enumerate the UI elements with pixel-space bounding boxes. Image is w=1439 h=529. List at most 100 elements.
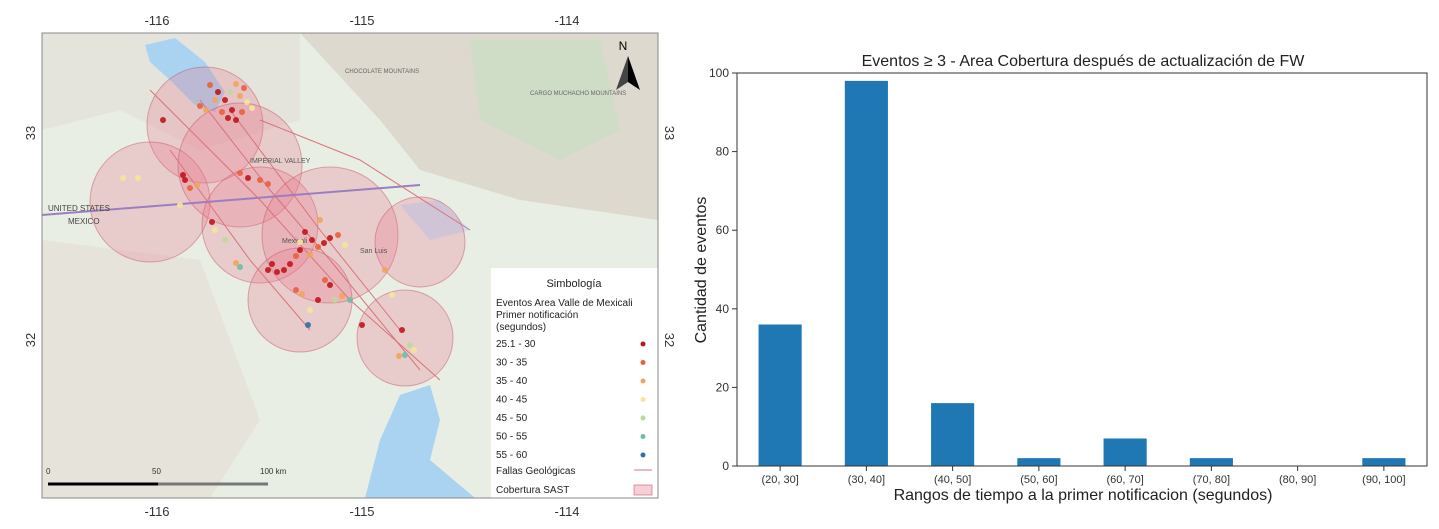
event-point [293, 253, 299, 259]
top-tick: -116 [144, 13, 169, 28]
bar [1362, 458, 1406, 466]
event-point [225, 115, 231, 121]
event-point [347, 297, 353, 303]
event-point [281, 267, 287, 273]
x-tick-label: (30, 40] [848, 474, 885, 486]
x-tick-label: (40, 50] [934, 474, 971, 486]
event-point [233, 117, 239, 123]
x-tick-label: (20, 30] [761, 474, 798, 486]
event-point [315, 244, 321, 250]
event-point [215, 89, 221, 95]
top-tick: -114 [554, 13, 579, 28]
international-border [41, 184, 421, 216]
legend-item-label: 45 - 50 [496, 413, 528, 424]
event-point [241, 85, 247, 91]
legend-item-swatch [640, 397, 646, 402]
x-tick-label: (60, 70] [1106, 474, 1143, 486]
event-point [120, 175, 126, 181]
fallas-geologicas [149, 89, 471, 381]
legend-item-swatch [640, 415, 646, 421]
salton-sea [145, 38, 225, 112]
y-tick-label: 0 [722, 459, 729, 473]
map-panel: UNITED STATES MEXICO IMPERIAL VALLEY San… [0, 0, 690, 524]
legend-item-swatch [640, 360, 646, 365]
event-points [120, 81, 417, 359]
event-point [317, 217, 323, 223]
legend-item-label: 50 - 55 [496, 432, 528, 443]
legend-faults-label: Fallas Geológicas [496, 466, 575, 477]
event-point [382, 267, 388, 273]
x-tick-label: (90, 100] [1362, 474, 1405, 486]
event-point [339, 293, 345, 299]
event-point [244, 99, 250, 105]
event-point [299, 291, 305, 297]
bar [1103, 438, 1147, 466]
legend-item-label: 30 - 35 [496, 358, 528, 369]
event-point [305, 322, 311, 328]
event-point [177, 202, 183, 208]
event-point [322, 277, 328, 283]
event-point [239, 109, 245, 115]
north-arrow-icon: N [616, 39, 640, 90]
x-tick-label: (50, 60] [1020, 474, 1057, 486]
right-tick: 32 [662, 333, 677, 347]
left-tick: 33 [23, 126, 38, 140]
bar [1017, 458, 1061, 466]
bar [1189, 458, 1233, 466]
terrain-patch [42, 240, 260, 498]
event-point [307, 307, 313, 313]
event-point [207, 82, 213, 88]
country-label: MEXICO [68, 217, 100, 226]
legend-item-label: 25.1 - 30 [496, 339, 536, 350]
chart-title: Eventos ≥ 3 - Area Cobertura después de … [862, 53, 1306, 70]
event-point [249, 105, 255, 111]
chart-panel: Eventos ≥ 3 - Area Cobertura después de … [690, 0, 1439, 524]
bottom-tick: -114 [554, 504, 579, 519]
scale-bar: 0 50 100 km [46, 467, 287, 486]
north-label: N [619, 39, 628, 53]
legend-item-label: 40 - 45 [496, 395, 528, 406]
x-tick-label: (70, 80] [1193, 474, 1230, 486]
top-tick: -115 [349, 13, 374, 28]
bottom-tick: -115 [349, 504, 374, 519]
event-point [287, 261, 293, 267]
y-tick-label: 100 [709, 66, 729, 80]
event-point [212, 227, 218, 233]
legend-item-label: 55 - 60 [496, 450, 528, 461]
legend-coverage-label: Cobertura SAST [496, 485, 569, 496]
country-label: UNITED STATES [48, 204, 110, 213]
event-point [135, 175, 141, 181]
event-point [309, 237, 315, 243]
event-point [411, 347, 417, 353]
event-point [396, 353, 402, 359]
place-label: San Luis [360, 248, 388, 255]
y-tick-label: 60 [716, 223, 730, 237]
event-point [297, 247, 303, 253]
event-point [209, 219, 215, 225]
event-point [237, 170, 243, 176]
terrain-patch [470, 40, 620, 160]
left-tick: 32 [23, 333, 38, 347]
event-point [307, 252, 313, 258]
place-label: Mexicali [282, 238, 308, 245]
legend-item-swatch [640, 452, 646, 458]
event-point [274, 269, 280, 275]
y-axis-label: Cantidad de eventos [693, 197, 710, 344]
event-point [197, 103, 203, 109]
event-point [297, 239, 303, 245]
event-point [233, 260, 239, 266]
place-label: CARGO MUCHACHO MOUNTAINS [530, 91, 626, 97]
scale-label: 50 [152, 467, 161, 476]
legend-title: Simbología [546, 278, 602, 290]
event-point [315, 297, 321, 303]
bar [931, 403, 975, 466]
event-point [180, 172, 186, 178]
event-point [203, 107, 209, 113]
y-tick-label: 40 [716, 302, 730, 316]
event-point [293, 287, 299, 293]
event-point [219, 109, 225, 115]
event-point [359, 322, 365, 328]
scale-label: 100 km [260, 467, 287, 476]
event-point [332, 297, 338, 303]
place-label: CHOCOLATE MOUNTAINS [345, 69, 419, 75]
